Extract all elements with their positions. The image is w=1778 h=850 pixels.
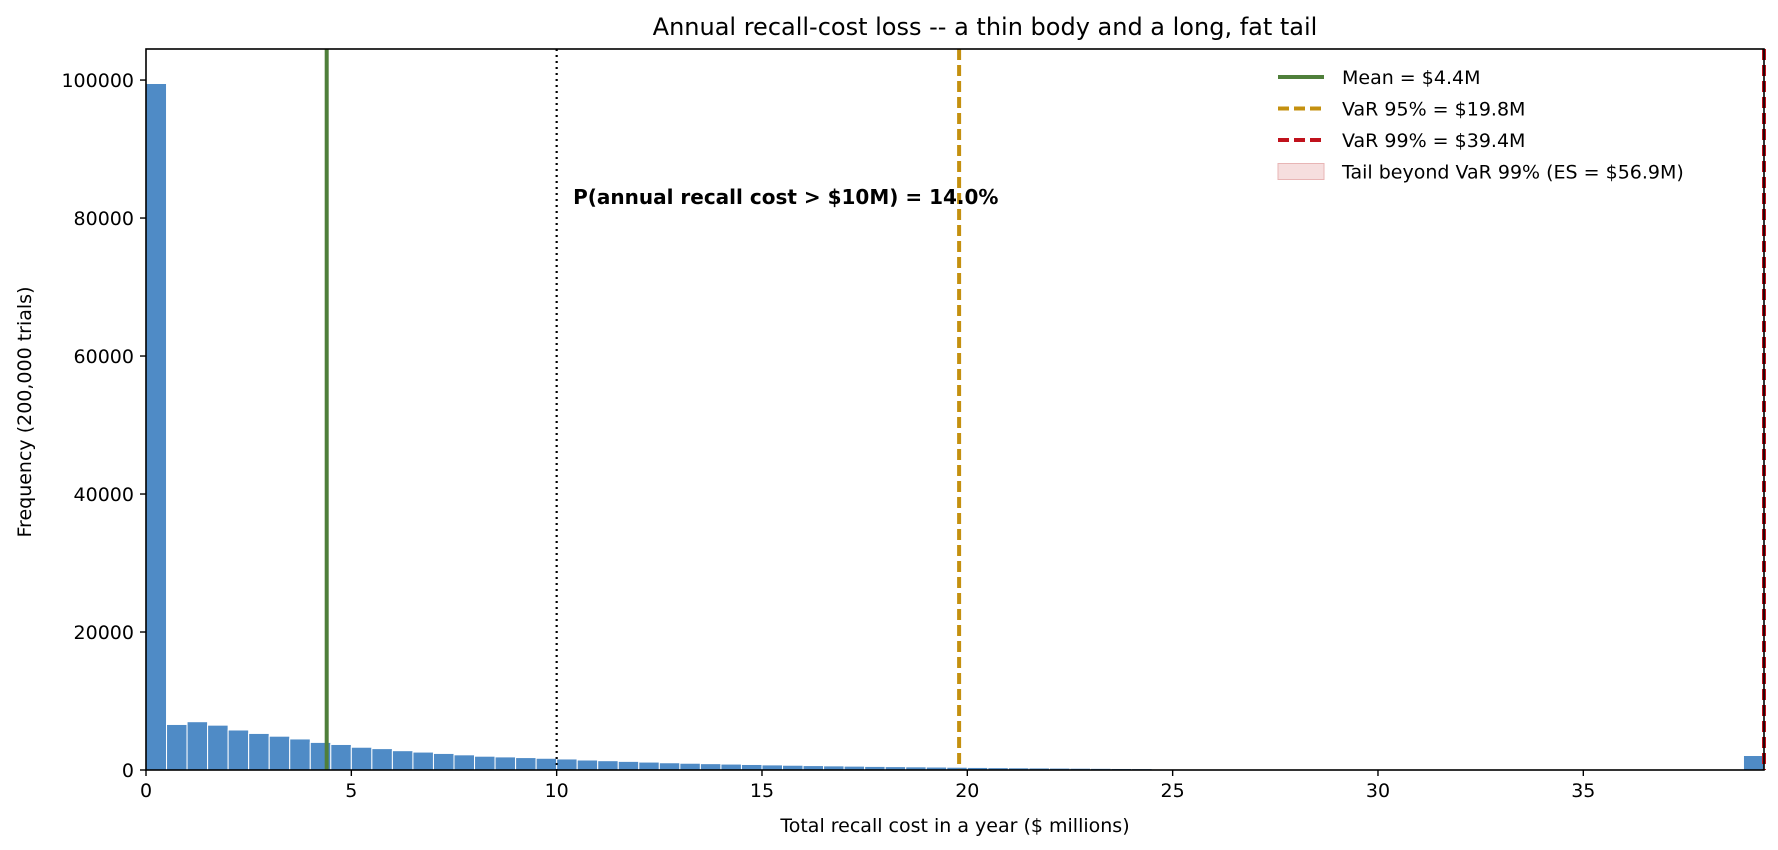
- histogram-bar: [371, 748, 393, 771]
- x-tick-label: 20: [955, 780, 979, 802]
- histogram-bar: [391, 750, 414, 771]
- histogram-bar: [515, 757, 537, 771]
- histogram-bar: [432, 752, 455, 771]
- legend-label: VaR 99% = $39.4M: [1342, 130, 1525, 152]
- histogram-bar: [699, 763, 722, 771]
- chart-title: Annual recall-cost loss -- a thin body a…: [653, 13, 1318, 41]
- x-axis-ticks: 0 5 10 15 20 25 30 35: [140, 770, 1595, 802]
- x-tick-label: 0: [140, 780, 152, 802]
- histogram-bar: [740, 763, 763, 771]
- histogram-bar: [720, 763, 742, 771]
- x-tick-label: 15: [750, 780, 774, 802]
- histogram-bar: [166, 723, 188, 771]
- histogram-bar: [330, 743, 352, 771]
- legend-label: Tail beyond VaR 99% (ES = $56.9M): [1341, 162, 1684, 184]
- y-axis-label: Frequency (200,000 trials): [14, 287, 36, 538]
- histogram-bar: [1742, 755, 1765, 771]
- histogram-bar: [350, 746, 373, 771]
- histogram-bar: [638, 761, 660, 771]
- histogram-bar: [494, 756, 517, 771]
- histogram-bar: [576, 759, 599, 771]
- histogram-bar: [658, 762, 681, 771]
- y-tick-label: 80000: [74, 208, 134, 230]
- histogram-bar: [227, 729, 250, 771]
- histogram-bar: [289, 738, 311, 771]
- histogram-bar: [207, 724, 229, 771]
- x-axis-label: Total recall cost in a year ($ millions): [779, 815, 1129, 837]
- x-tick-label: 5: [345, 780, 357, 802]
- tail-probability-annotation: P(annual recall cost > $10M) = 14.0%: [573, 185, 998, 209]
- y-tick-label: 20000: [74, 622, 134, 644]
- histogram-bar: [186, 721, 209, 771]
- histogram-bar: [597, 760, 619, 771]
- y-tick-label: 40000: [74, 484, 134, 506]
- x-tick-label: 30: [1366, 780, 1390, 802]
- y-tick-label: 0: [122, 760, 134, 782]
- histogram-bar: [412, 751, 434, 771]
- histogram-bar: [453, 754, 476, 771]
- reference-lines: [324, 49, 1766, 770]
- histogram-bar: [248, 732, 270, 771]
- histogram-bar: [556, 758, 578, 771]
- histogram-bar: [617, 760, 640, 771]
- x-tick-label: 25: [1161, 780, 1185, 802]
- chart-legend: Mean = $4.4M VaR 95% = $19.8M VaR 99% = $3…: [1277, 67, 1684, 184]
- histogram-bar: [145, 82, 168, 771]
- y-axis-ticks: 0 20000 40000 60000 80000 100000: [61, 70, 146, 782]
- plot-frame: [145, 48, 1765, 771]
- histogram-bar: [268, 735, 291, 771]
- histogram-bar: [474, 755, 496, 771]
- histogram-bar: [535, 757, 558, 771]
- legend-label: VaR 95% = $19.8M: [1342, 99, 1525, 121]
- x-tick-label: 35: [1571, 780, 1595, 802]
- legend-label: Mean = $4.4M: [1342, 67, 1480, 89]
- legend-swatch: [1277, 163, 1325, 180]
- y-tick-label: 100000: [61, 70, 134, 92]
- x-tick-label: 10: [545, 780, 569, 802]
- y-tick-label: 60000: [74, 346, 134, 368]
- histogram-bar: [679, 762, 701, 771]
- histogram-bars: [145, 82, 1765, 771]
